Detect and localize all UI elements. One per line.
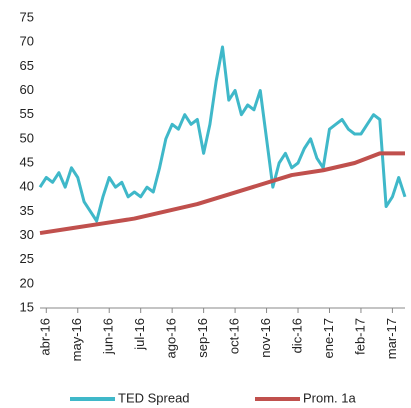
x-tick-label: jun-16 bbox=[101, 318, 116, 355]
y-tick-label: 40 bbox=[20, 179, 34, 194]
x-tick-label: sep-16 bbox=[195, 318, 210, 358]
y-tick-label: 45 bbox=[20, 154, 34, 169]
y-tick-label: 65 bbox=[20, 58, 34, 73]
series-line bbox=[39, 151, 405, 236]
series-line bbox=[38, 45, 407, 223]
y-tick-label: 55 bbox=[20, 106, 34, 121]
y-tick-label: 75 bbox=[20, 9, 34, 24]
y-tick-label: 50 bbox=[20, 130, 34, 145]
x-tick-label: dic-16 bbox=[289, 318, 304, 353]
y-tick-label: 30 bbox=[20, 227, 34, 242]
legend-label: TED Spread bbox=[118, 390, 190, 405]
x-tick-label: nov-16 bbox=[258, 318, 273, 358]
y-tick-label: 35 bbox=[20, 203, 34, 218]
x-tick-label: jul-16 bbox=[132, 318, 147, 351]
y-tick-label: 20 bbox=[20, 275, 34, 290]
x-tick-label: ago-16 bbox=[164, 318, 179, 358]
y-tick-label: 15 bbox=[20, 299, 34, 314]
x-tick-label: ene-17 bbox=[321, 318, 336, 358]
x-tick-label: may-16 bbox=[69, 318, 84, 361]
x-tick-label: abr-16 bbox=[38, 318, 53, 356]
x-tick-label: mar-17 bbox=[384, 318, 399, 359]
y-tick-label: 25 bbox=[20, 251, 34, 266]
legend-label: Prom. 1a bbox=[303, 390, 357, 405]
x-tick-label: oct-16 bbox=[227, 318, 242, 354]
x-tick-label: feb-17 bbox=[352, 318, 367, 355]
y-tick-label: 60 bbox=[20, 82, 34, 97]
y-tick-label: 70 bbox=[20, 34, 34, 49]
